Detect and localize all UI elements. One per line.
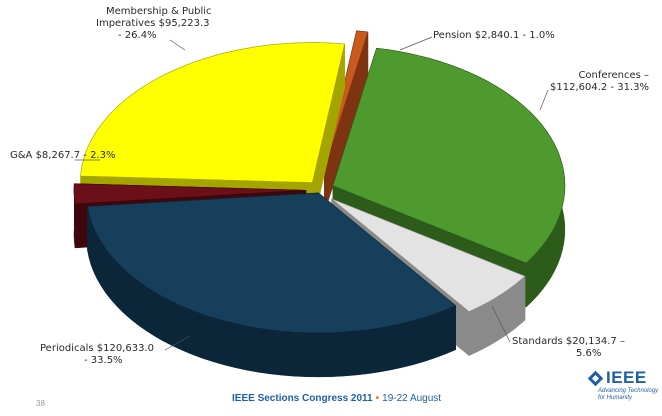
leader-line-conferences [539, 89, 549, 111]
label-membership-line3: - 26.4% [118, 30, 157, 41]
label-standards-line2: 5.6% [576, 348, 602, 359]
page-number: 38 [36, 399, 45, 408]
footer-dates: 19-22 August [382, 393, 442, 404]
pension-slice [324, 30, 369, 170]
label-periodicals: Periodicals $120,633.0 - 33.5% [40, 343, 154, 367]
standards-slice [331, 198, 526, 312]
label-ga: G&A $8,267.7 - 2.3% [10, 150, 116, 161]
leader-line-pension [399, 36, 433, 51]
label-conferences-line2: $112,604.2 - 31.3% [550, 82, 649, 93]
label-conferences: Conferences – $112,604.2 - 31.3% [550, 70, 649, 94]
footer-event: IEEE Sections Congress 2011 • 19-22 August [232, 393, 441, 404]
label-standards-line1: Standards $20,134.7 – [512, 336, 625, 347]
label-membership-line1: Membership & Public [106, 6, 212, 17]
label-periodicals-line1: Periodicals $120,633.0 [40, 343, 155, 354]
leader-line-standards [491, 305, 511, 343]
ieee-tagline-2: for Humanity [598, 395, 633, 401]
ieee-logo-word: IEEE [587, 368, 660, 388]
label-conferences-line1: Conferences – [578, 70, 649, 81]
ieee-logo: IEEE Advancing Technology for Humanity [587, 368, 660, 402]
footer-separator: • [375, 393, 380, 404]
ieee-tagline-1: Advancing Technology [598, 388, 659, 394]
ieee-diamond-icon [587, 370, 604, 386]
label-periodicals-line2: - 33.5% [84, 355, 123, 366]
membership-public-imperatives-slice [80, 42, 345, 183]
leader-line-membership [169, 39, 186, 51]
periodicals-slice [87, 192, 457, 334]
leader-line-periodicals [164, 335, 191, 351]
g-a-slice [73, 183, 307, 205]
label-membership: Membership & Public Imperatives $95,223.… [96, 6, 212, 42]
label-membership-line2: Imperatives $95,223.3 [96, 18, 210, 29]
conferences-slice [332, 47, 566, 264]
label-standards: Standards $20,134.7 – 5.6% [512, 336, 625, 360]
ieee-logo-text: IEEE [606, 368, 647, 387]
footer-event-name: IEEE Sections Congress 2011 [232, 393, 373, 404]
label-pension: Pension $2,840.1 - 1.0% [433, 30, 555, 41]
